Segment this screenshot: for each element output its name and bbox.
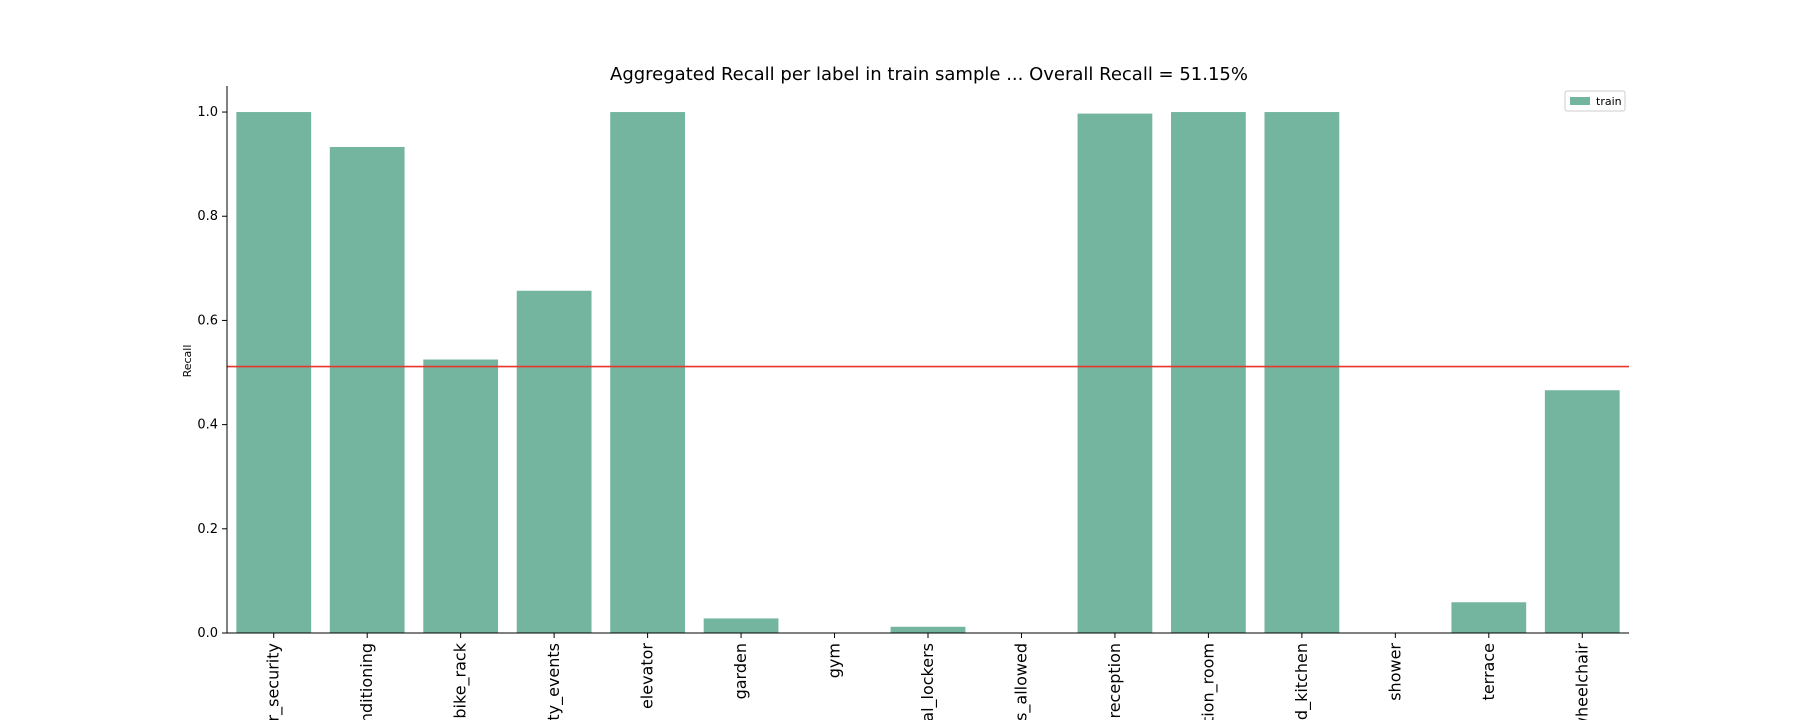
x-tick-label: ed_kitchen — [1292, 643, 1312, 720]
bar-ed_kitchen — [1264, 112, 1340, 634]
y-tick-label: 0.8 — [197, 209, 218, 224]
y-tick-label: 0.2 — [197, 522, 218, 537]
x-tick-label: onditioning — [357, 643, 376, 720]
bar-nal_lockers — [890, 626, 966, 633]
bar-ation_room — [1171, 112, 1246, 634]
x-tick-label: reception — [1105, 643, 1124, 719]
x-tick-label: shower — [1385, 643, 1404, 701]
y-axis-label: Recall — [181, 345, 194, 378]
x-tick-label: elevator — [638, 643, 657, 709]
bar-bike_rack — [423, 359, 499, 633]
x-tick-label: ts_allowed — [1011, 643, 1031, 720]
x-tick-label: garden — [731, 643, 750, 699]
y-tick-label: 0.6 — [197, 313, 218, 328]
x-tick-label: wheelchair — [1572, 643, 1591, 720]
legend-label-train: train — [1596, 95, 1622, 108]
bar-ur_security — [236, 112, 312, 634]
chart-title: Aggregated Recall per label in train sam… — [610, 64, 1248, 85]
y-tick-label: 0.4 — [197, 418, 218, 433]
x-tick-label: nity_events — [544, 643, 564, 720]
y-tick-label: 0.0 — [197, 626, 218, 641]
bar-wheelchair — [1544, 390, 1620, 633]
x-tick-label: ur_security — [264, 643, 284, 720]
y-tick-label: 1.0 — [197, 105, 218, 120]
x-tick-label: nal_lockers — [918, 643, 938, 720]
x-tick-label: terrace — [1479, 643, 1498, 700]
bar-reception — [1077, 113, 1153, 633]
x-tick-label: bike_rack — [451, 642, 471, 718]
legend-box — [1564, 90, 1626, 112]
legend-swatch-train — [1570, 97, 1590, 105]
bar-elevator — [610, 112, 685, 634]
bar-nity_events — [516, 290, 592, 633]
x-tick-label: gym — [825, 643, 844, 678]
plot-area: 0.0 0.2 0.4 0.6 0.8 1.0 ur_security onditioning… — [197, 86, 1629, 724]
bar-garden — [703, 618, 779, 633]
bar-onditioning — [329, 146, 405, 634]
bar-terrace — [1451, 602, 1527, 633]
x-tick-label: ation_room — [1198, 643, 1218, 720]
